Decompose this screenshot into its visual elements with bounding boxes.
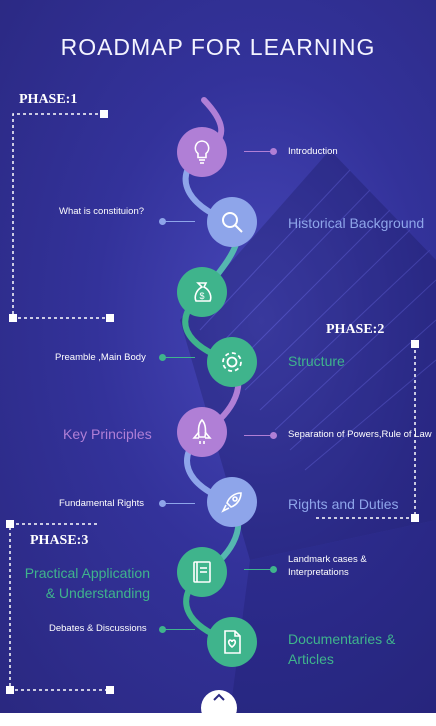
rocket-icon bbox=[207, 477, 257, 527]
heading-historical-background: Historical Background bbox=[288, 215, 425, 231]
scroll-up-button[interactable] bbox=[201, 690, 237, 726]
bracket-corner bbox=[411, 514, 419, 522]
step-label-debates: Debates & Discussions bbox=[49, 623, 147, 634]
connector-dot bbox=[159, 218, 166, 225]
step-label-introduction: Introduction bbox=[288, 146, 338, 157]
step-label-separation-of-powers: Separation of Powers,Rule of Law bbox=[288, 429, 432, 440]
heading-practical-application: Practical Application & Understanding bbox=[24, 565, 150, 601]
bracket-corner bbox=[6, 686, 14, 694]
money-bag-icon: $ bbox=[177, 267, 227, 317]
phase-label: PHASE:1 bbox=[19, 92, 78, 107]
bracket-corner bbox=[106, 314, 114, 322]
connector-line bbox=[165, 629, 195, 630]
page-title: ROADMAP FOR LEARNING bbox=[60, 34, 376, 60]
connector-line bbox=[244, 435, 274, 436]
lightbulb-icon bbox=[177, 127, 227, 177]
chevron-up-icon bbox=[213, 693, 225, 701]
connector-dot bbox=[270, 432, 277, 439]
connector-dot bbox=[159, 354, 166, 361]
connector-dot bbox=[159, 626, 166, 633]
step-label-fundamental-rights: Fundamental Rights bbox=[59, 498, 145, 509]
step-label-landmark-cases: Landmark cases & Interpretations bbox=[288, 554, 367, 578]
connector-dot bbox=[159, 500, 166, 507]
connector-line bbox=[165, 221, 195, 222]
connector-line bbox=[244, 569, 274, 570]
rocket-launch-icon bbox=[177, 407, 227, 457]
svg-text:$: $ bbox=[199, 291, 204, 301]
step-label-what-is-constitution: What is constituion? bbox=[59, 206, 145, 217]
bracket-corner bbox=[100, 110, 108, 118]
connector-line bbox=[165, 357, 195, 358]
heading-documentaries: Documentaries & Articles bbox=[288, 631, 396, 667]
bracket-corner bbox=[6, 520, 14, 528]
phase-label: PHASE:2 bbox=[326, 322, 385, 337]
heading-key-principles: Key Principles bbox=[63, 426, 152, 442]
book-icon bbox=[177, 547, 227, 597]
step-label-preamble: Preamble ,Main Body bbox=[55, 352, 146, 363]
document-icon bbox=[207, 617, 257, 667]
heading-rights-and-duties: Rights and Duties bbox=[288, 496, 399, 512]
connector-line bbox=[165, 503, 195, 504]
bracket-corner bbox=[411, 340, 419, 348]
bracket-corner bbox=[9, 314, 17, 322]
connector-dot bbox=[270, 566, 277, 573]
gear-icon bbox=[207, 337, 257, 387]
bracket-corner bbox=[106, 686, 114, 694]
magnifier-icon bbox=[207, 197, 257, 247]
connector-line bbox=[244, 151, 274, 152]
heading-structure: Structure bbox=[288, 353, 345, 369]
phase-label: PHASE:3 bbox=[30, 533, 89, 548]
connector-dot bbox=[270, 148, 277, 155]
